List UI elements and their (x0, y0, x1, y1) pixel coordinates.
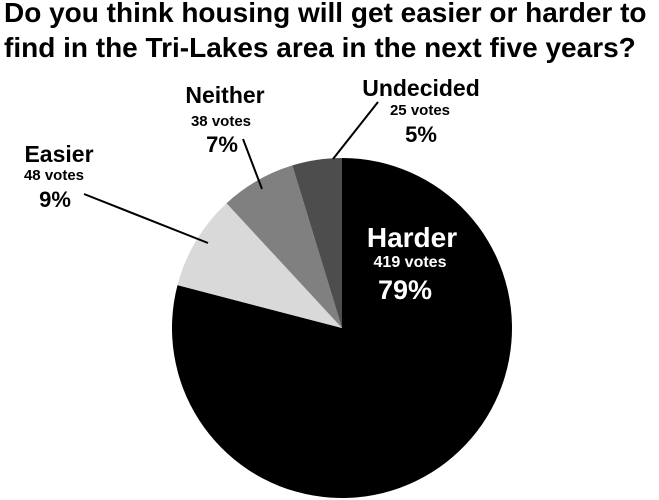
svg-text:48 votes: 48 votes (24, 167, 84, 184)
svg-text:79%: 79% (378, 275, 432, 305)
svg-text:5%: 5% (405, 122, 437, 147)
svg-text:Easier: Easier (24, 141, 93, 167)
svg-text:419 votes: 419 votes (374, 254, 447, 271)
svg-text:38 votes: 38 votes (191, 113, 251, 130)
svg-text:Undecided: Undecided (362, 75, 480, 101)
svg-text:Harder: Harder (367, 222, 457, 253)
svg-text:7%: 7% (206, 132, 238, 157)
svg-text:25 votes: 25 votes (390, 102, 450, 119)
svg-text:9%: 9% (39, 187, 71, 212)
svg-text:Neither: Neither (185, 82, 264, 108)
